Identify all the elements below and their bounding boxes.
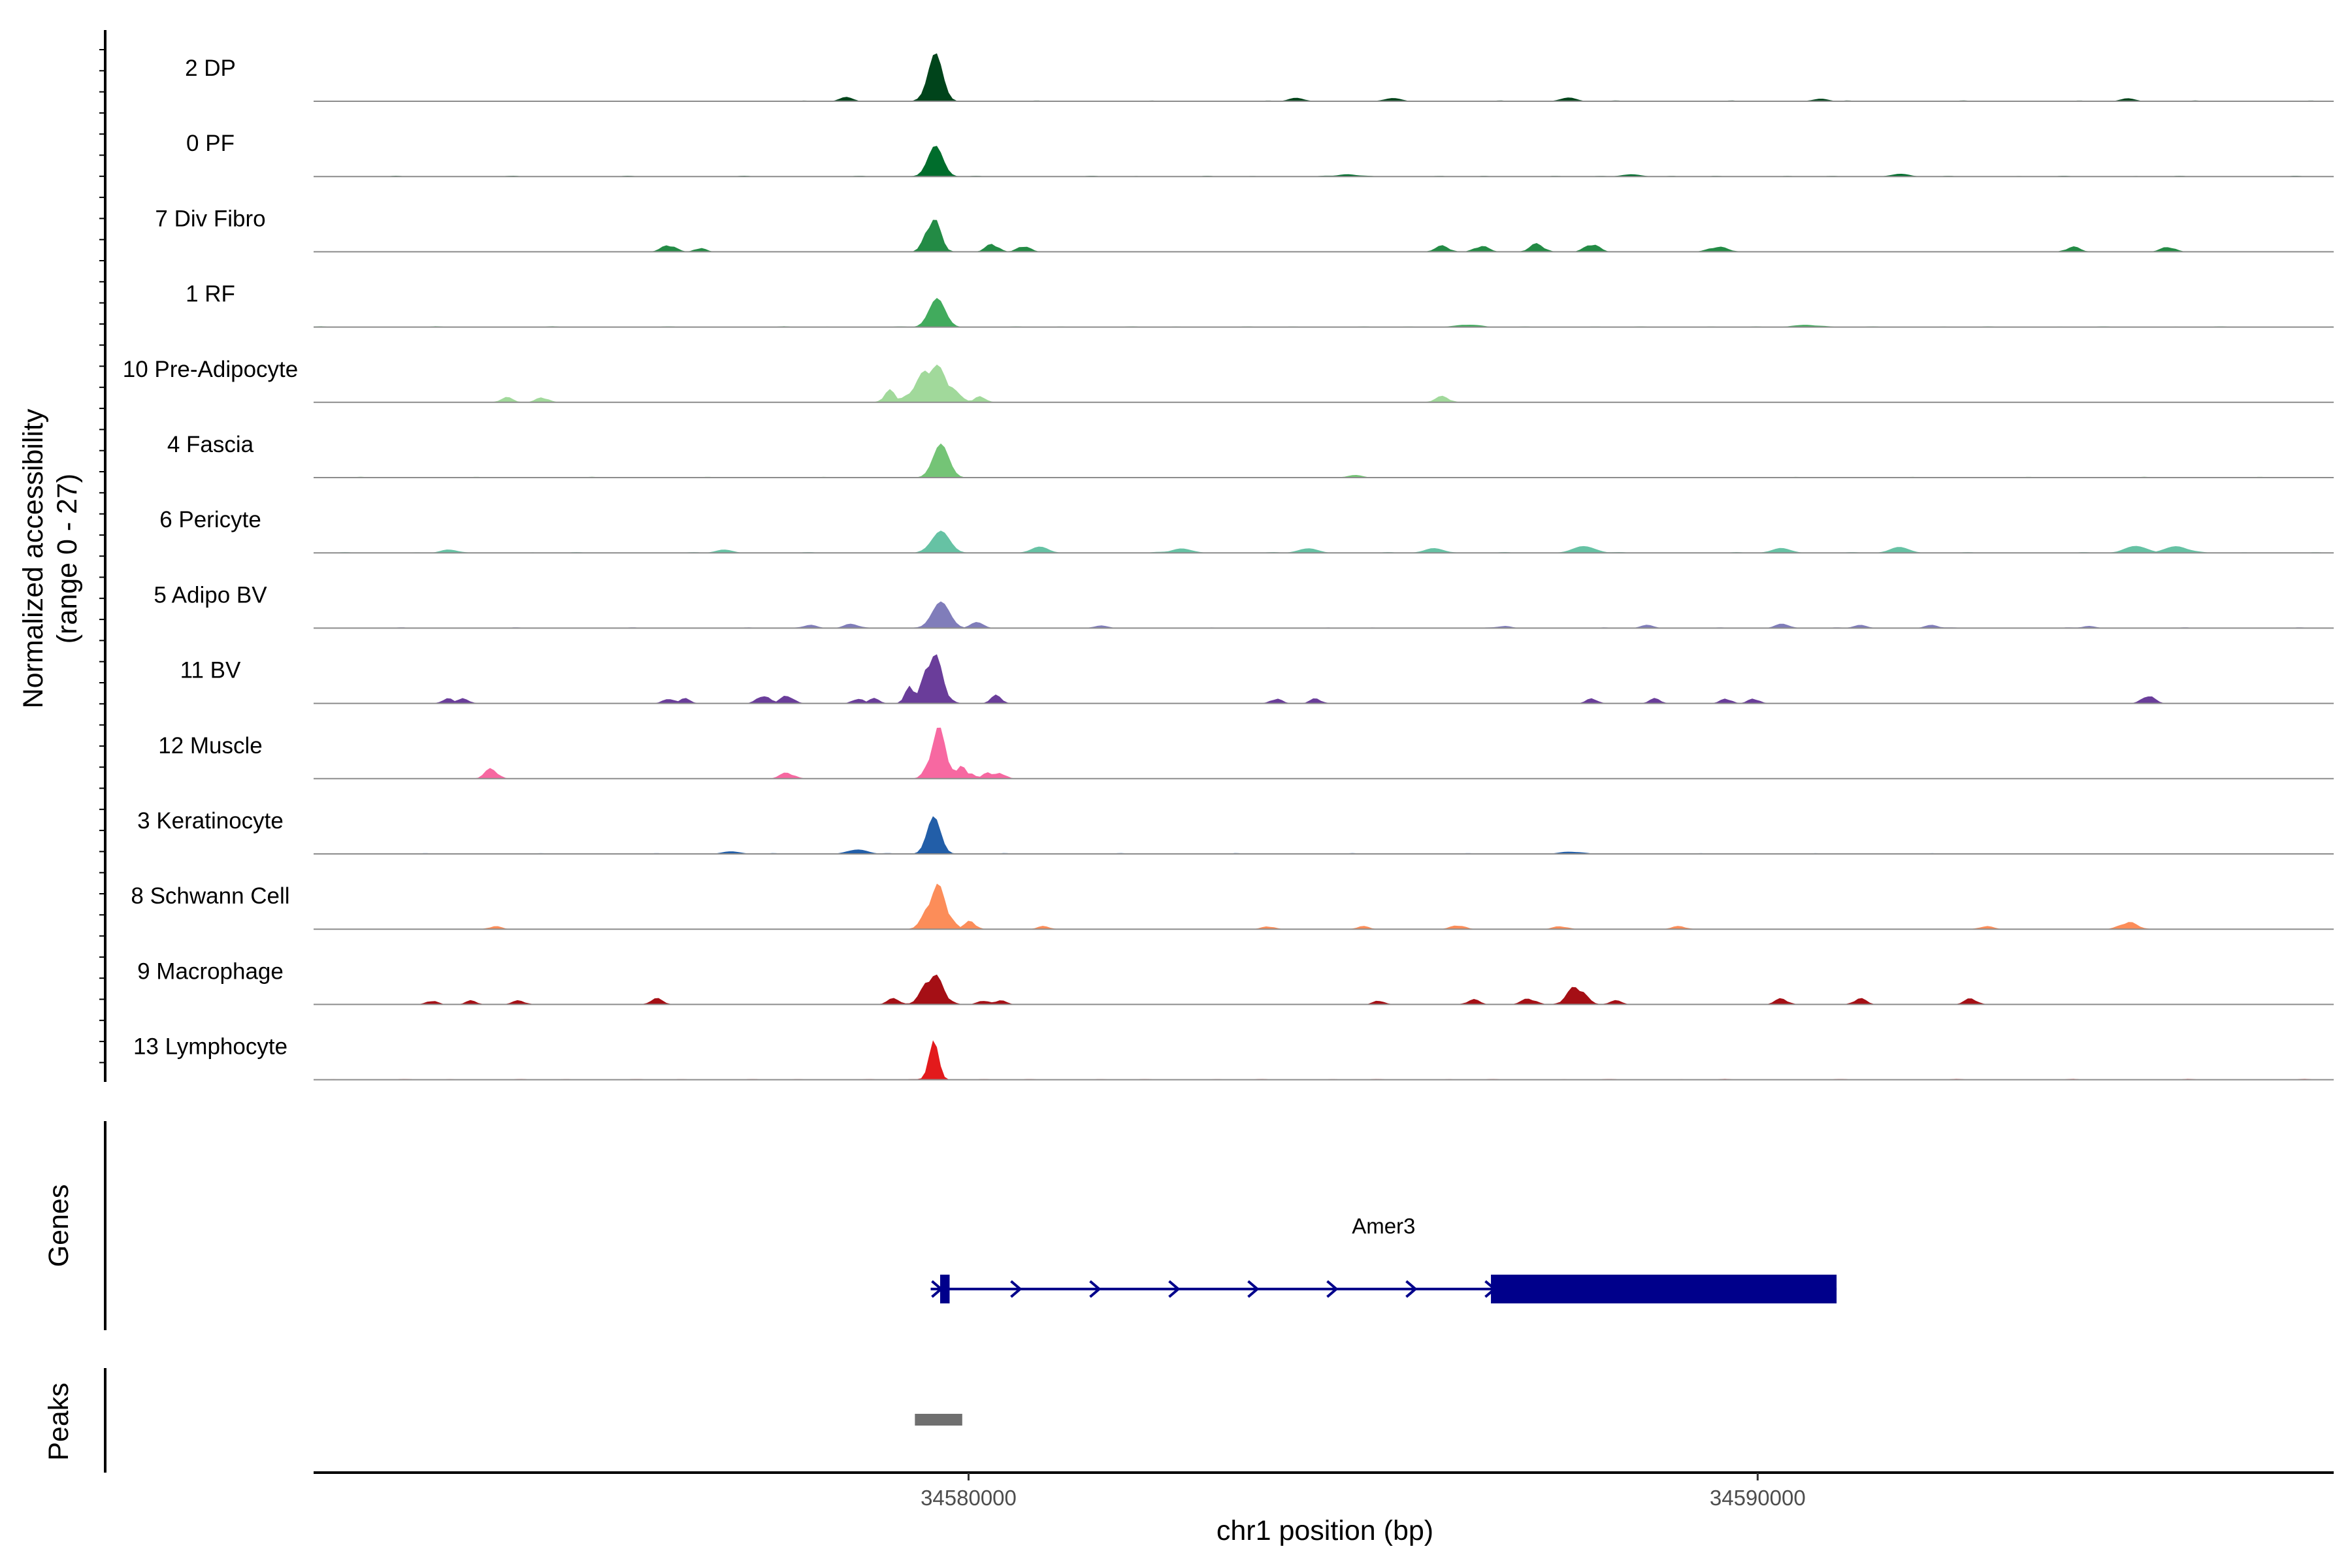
x-tick-label: 34580000 bbox=[921, 1486, 1017, 1510]
track-4-fascia: 4 Fascia bbox=[167, 432, 2334, 478]
x-tick-label: 34590000 bbox=[1710, 1486, 1806, 1510]
track-1-rf: 1 RF bbox=[186, 282, 2334, 328]
coverage-area bbox=[314, 727, 2334, 779]
coverage-area bbox=[314, 654, 2334, 704]
gene-exon-1 bbox=[940, 1275, 950, 1303]
track-label: 9 Macrophage bbox=[137, 958, 284, 984]
track-label: 11 BV bbox=[180, 658, 241, 683]
track-label: 7 Div Fibro bbox=[155, 206, 265, 231]
track-label: 1 RF bbox=[186, 282, 235, 307]
track-13-lymphocyte: 13 Lymphocyte bbox=[133, 1034, 2334, 1081]
genes-track-title: Genes bbox=[43, 1184, 74, 1267]
track-label: 0 PF bbox=[186, 131, 235, 156]
track-label: 10 Pre-Adipocyte bbox=[123, 357, 298, 382]
coverage-area bbox=[314, 298, 2334, 327]
y-axis-title-line1: Normalized accessibility bbox=[18, 408, 49, 708]
track-12-muscle: 12 Muscle bbox=[158, 727, 2334, 779]
strand-arrow bbox=[1405, 1280, 1418, 1298]
coverage-area bbox=[314, 816, 2334, 854]
coverage-area bbox=[314, 365, 2334, 402]
coverage-area bbox=[314, 220, 2334, 252]
coverage-y-axis-ticks bbox=[99, 49, 105, 1064]
track-label: 5 Adipo BV bbox=[154, 582, 267, 608]
peak-regions bbox=[915, 1414, 962, 1426]
track-6-pericyte: 6 Pericyte bbox=[159, 507, 2334, 554]
coverage-area bbox=[314, 443, 2334, 478]
track-label: 2 DP bbox=[185, 56, 236, 81]
track-0-pf: 0 PF bbox=[186, 131, 2334, 178]
gene-model-amer3: Amer3 bbox=[930, 1214, 1837, 1303]
track-7-div-fibro: 7 Div Fibro bbox=[155, 206, 2334, 253]
strand-arrow bbox=[1168, 1280, 1181, 1298]
coverage-area bbox=[314, 53, 2334, 101]
strand-arrow bbox=[1089, 1280, 1102, 1298]
peak-region bbox=[915, 1414, 962, 1426]
track-8-schwann-cell: 8 Schwann Cell bbox=[131, 883, 2334, 930]
coverage-area bbox=[314, 601, 2334, 629]
coverage-area bbox=[314, 1040, 2334, 1080]
track-9-macrophage: 9 Macrophage bbox=[137, 958, 2334, 1005]
coverage-area bbox=[314, 531, 2334, 553]
strand-arrow bbox=[1247, 1280, 1260, 1298]
track-label: 12 Muscle bbox=[158, 733, 263, 759]
gene-exon-2 bbox=[1491, 1275, 1837, 1303]
track-label: 3 Keratinocyte bbox=[137, 808, 284, 834]
peaks-track-title: Peaks bbox=[43, 1382, 74, 1461]
track-label: 6 Pericyte bbox=[159, 507, 261, 532]
track-3-keratinocyte: 3 Keratinocyte bbox=[137, 808, 2334, 855]
gene-label: Amer3 bbox=[1352, 1214, 1415, 1238]
x-axis-title: chr1 position (bp) bbox=[1217, 1515, 1433, 1546]
track-label: 13 Lymphocyte bbox=[133, 1034, 287, 1060]
coverage-area bbox=[314, 146, 2334, 177]
track-10-pre-adipocyte: 10 Pre-Adipocyte bbox=[123, 357, 2334, 403]
x-axis-ticks: 34580000 34590000 bbox=[921, 1473, 1806, 1510]
track-label: 4 Fascia bbox=[167, 432, 254, 457]
track-label: 8 Schwann Cell bbox=[131, 883, 289, 909]
y-axis-title-line2: (range 0 - 27) bbox=[52, 474, 83, 644]
coverage-area bbox=[314, 974, 2334, 1005]
track-2-dp: 2 DP bbox=[185, 53, 2334, 102]
coverage-tracks: 2 DP 0 PF 7 Div Fibro 1 RF 10 Pre-Adipocyte 4… bbox=[123, 53, 2334, 1081]
strand-arrow bbox=[1326, 1280, 1339, 1298]
track-11-bv: 11 BV bbox=[180, 654, 2334, 704]
strand-arrow bbox=[1010, 1280, 1022, 1298]
track-5-adipo-bv: 5 Adipo BV bbox=[154, 582, 2334, 629]
coverage-area bbox=[314, 883, 2334, 930]
